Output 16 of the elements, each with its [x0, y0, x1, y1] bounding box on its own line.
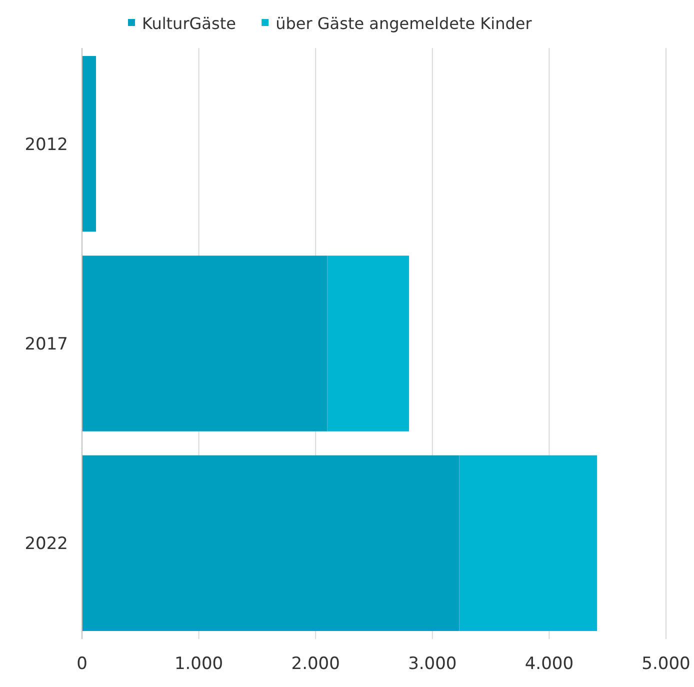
bar: [459, 455, 598, 632]
x-tick-label: 1.000: [174, 654, 224, 674]
bar: [82, 256, 328, 432]
x-tick-label: 4.000: [524, 654, 574, 674]
legend-label: über Gäste angemeldete Kinder: [276, 14, 532, 33]
x-tick-label: 0: [76, 654, 88, 674]
bar: [82, 56, 96, 232]
x-tick-label: 2.000: [291, 654, 340, 674]
bar: [327, 256, 410, 432]
y-tick-label: 2017: [24, 334, 68, 354]
y-tick-label: 2022: [24, 534, 68, 554]
bar: [82, 455, 460, 632]
y-tick-label: 2012: [24, 134, 68, 155]
x-tick-label: 3.000: [408, 654, 457, 674]
x-tick-label: 5.000: [642, 654, 690, 674]
legend-label: KulturGäste: [142, 14, 236, 33]
